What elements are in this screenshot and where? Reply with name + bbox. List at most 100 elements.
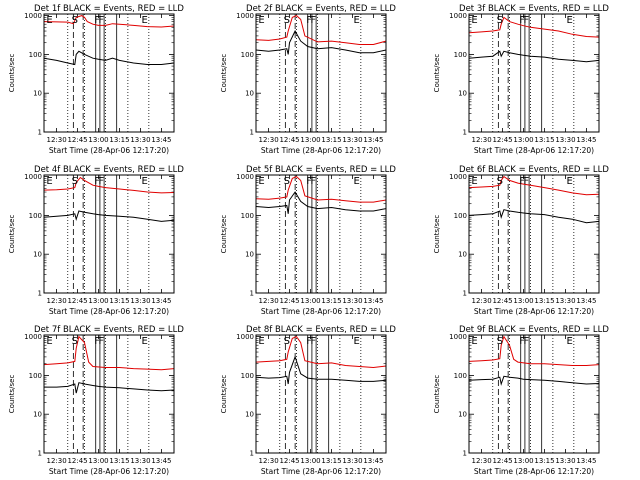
marker-label: F: [98, 176, 104, 187]
y-tick-label: 10: [245, 251, 254, 259]
series-events: [43, 210, 175, 222]
panel-det-6: Det 6f BLACK = Events, RED = LLD Counts/s…: [433, 165, 609, 316]
y-tick-label: 100: [241, 51, 254, 59]
x-tick-label: 13:15: [534, 457, 554, 465]
y-tick-label: 100: [241, 212, 254, 220]
x-tick-label: 13:00: [513, 457, 533, 465]
panel-title: Det 7f BLACK = Events, RED = LLD: [34, 325, 184, 335]
plot-frame: [255, 174, 387, 294]
y-tick-label: 1000: [449, 12, 467, 20]
x-tick-label: 13:15: [321, 457, 341, 465]
y-tick-label: 100: [454, 212, 467, 220]
x-tick-label: 13:30: [130, 457, 150, 465]
y-axis-label: Counts/sec: [433, 375, 441, 414]
marker-label: F: [306, 336, 312, 347]
series-events: [255, 355, 387, 385]
y-tick-label: 1: [250, 450, 254, 458]
marker-label: F: [519, 176, 525, 187]
marker-label: E: [46, 15, 52, 26]
x-tick-label: 13:30: [555, 136, 575, 144]
marker-label: E: [46, 176, 52, 187]
y-tick-label: 1: [38, 450, 42, 458]
series-lld: [468, 335, 600, 366]
marker-label: F: [306, 176, 312, 187]
plot-frame: [43, 174, 175, 294]
x-tick-label: 12:45: [67, 457, 87, 465]
y-axis-label: Counts/sec: [433, 215, 441, 254]
x-tick-label: 13:00: [300, 297, 320, 305]
panel-det-4: Det 4f BLACK = Events, RED = LLD Counts/s…: [8, 165, 184, 316]
plot-frame: [468, 174, 600, 294]
x-tick-label: 13:30: [342, 136, 362, 144]
x-tick-label: 13:00: [88, 297, 108, 305]
series-events: [468, 50, 600, 63]
marker-label: E: [471, 176, 477, 187]
marker-label: E: [141, 15, 147, 26]
y-tick-label: 1: [250, 129, 254, 137]
y-axis-label: Counts/sec: [220, 54, 228, 93]
x-tick-label: 12:45: [67, 136, 87, 144]
y-tick-label: 100: [241, 372, 254, 380]
marker-label: F: [523, 15, 529, 26]
y-tick-label: 10: [245, 90, 254, 98]
panel-det-9: Det 9f BLACK = Events, RED = LLD Counts/s…: [433, 325, 609, 476]
x-tick-label: 13:15: [321, 297, 341, 305]
x-tick-label: 13:30: [130, 136, 150, 144]
panel-title: Det 5f BLACK = Events, RED = LLD: [246, 165, 396, 175]
y-tick-label: 1000: [24, 333, 42, 341]
y-axis-label: Counts/sec: [433, 54, 441, 93]
plot-frame: [468, 334, 600, 454]
x-tick-label: 13:00: [513, 297, 533, 305]
x-tick-label: 13:00: [88, 457, 108, 465]
x-tick-label: 12:45: [492, 457, 512, 465]
x-tick-label: 12:30: [471, 457, 491, 465]
y-tick-label: 1: [38, 290, 42, 298]
series-lld: [43, 176, 175, 194]
plot-frame: [43, 13, 175, 133]
x-tick-label: 12:30: [471, 297, 491, 305]
marker-label: F: [310, 15, 316, 26]
y-tick-label: 1: [250, 290, 254, 298]
marker-label: S: [497, 336, 503, 347]
marker-label: E: [141, 336, 147, 347]
x-tick-label: 13:15: [109, 297, 129, 305]
plot-frame: [468, 13, 600, 133]
x-tick-label: 13:45: [576, 457, 596, 465]
panel-title: Det 4f BLACK = Events, RED = LLD: [34, 165, 184, 175]
y-tick-label: 10: [458, 251, 467, 259]
marker-label: E: [353, 15, 359, 26]
y-tick-label: 100: [454, 51, 467, 59]
x-tick-label: 12:45: [279, 297, 299, 305]
y-tick-label: 1000: [236, 333, 254, 341]
panel-title: Det 1f BLACK = Events, RED = LLD: [34, 4, 184, 14]
x-axis-label: Start Time (28-Apr-06 12:17:20): [49, 146, 169, 155]
series-events: [468, 375, 600, 386]
marker-label: F: [519, 15, 525, 26]
x-tick-label: 13:00: [300, 136, 320, 144]
marker-label: F: [519, 336, 525, 347]
y-tick-label: 10: [245, 411, 254, 419]
y-axis-label: Counts/sec: [220, 215, 228, 254]
y-axis-label: Counts/sec: [8, 375, 16, 414]
y-tick-label: 1: [463, 290, 467, 298]
y-tick-label: 100: [454, 372, 467, 380]
x-tick-label: 13:45: [363, 136, 383, 144]
marker-label: F: [98, 15, 104, 26]
x-tick-label: 13:15: [109, 136, 129, 144]
series-lld: [468, 16, 600, 38]
y-tick-label: 1: [463, 450, 467, 458]
series-lld: [43, 15, 175, 28]
series-lld: [255, 335, 387, 369]
x-tick-label: 12:30: [258, 136, 278, 144]
marker-label: E: [353, 176, 359, 187]
x-axis-label: Start Time (28-Apr-06 12:17:20): [474, 146, 594, 155]
x-tick-label: 12:30: [258, 457, 278, 465]
x-tick-label: 13:30: [555, 297, 575, 305]
marker-label: F: [94, 176, 100, 187]
x-tick-label: 12:30: [46, 136, 66, 144]
x-tick-label: 12:30: [471, 136, 491, 144]
x-tick-label: 13:15: [109, 457, 129, 465]
panel-det-3: Det 3f BLACK = Events, RED = LLD Counts/s…: [433, 4, 609, 155]
marker-label: E: [258, 336, 264, 347]
